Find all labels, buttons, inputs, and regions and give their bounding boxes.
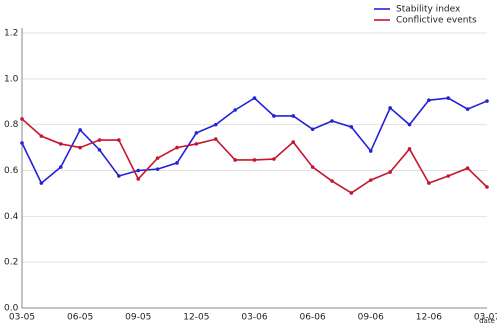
legend-label: Conflictive events (396, 16, 477, 26)
x-tick-label: 12-05 (183, 313, 209, 323)
data-point (310, 165, 315, 169)
data-point (39, 181, 44, 185)
data-point (155, 167, 160, 171)
data-point (465, 107, 470, 111)
data-point (368, 149, 373, 153)
x-axis-label: date (479, 317, 495, 325)
data-point (252, 96, 257, 100)
data-point (446, 174, 451, 178)
y-tick-label: 0.8 (4, 120, 19, 130)
data-point (407, 147, 412, 151)
data-point (175, 161, 179, 165)
data-point (407, 122, 412, 127)
data-point (233, 108, 237, 112)
data-point (310, 127, 315, 132)
data-point (20, 141, 24, 145)
data-point (58, 142, 63, 146)
data-point (194, 131, 199, 135)
data-point (233, 158, 237, 162)
data-point (213, 122, 218, 127)
data-point (39, 134, 44, 138)
data-point (175, 145, 179, 150)
data-point (368, 178, 373, 182)
data-point (213, 137, 218, 141)
data-point (78, 145, 82, 150)
data-point (97, 138, 102, 142)
data-point (388, 170, 392, 174)
data-point (272, 157, 276, 161)
y-tick-label: 0.6 (4, 166, 19, 176)
legend-label: Stability index (396, 5, 461, 15)
data-point (155, 156, 160, 160)
data-point (388, 106, 392, 110)
data-point (427, 181, 431, 185)
data-point (427, 98, 431, 102)
data-point (330, 179, 334, 183)
data-point (136, 168, 141, 173)
y-tick-label: 1.0 (4, 74, 19, 84)
x-tick-label: 03-05 (9, 313, 35, 323)
x-tick-label: 03-07 (474, 313, 497, 323)
y-tick-label: 1.2 (4, 29, 18, 39)
data-point (465, 166, 470, 171)
data-point (291, 114, 296, 118)
data-point (194, 142, 199, 146)
x-tick-label: 03-06 (241, 313, 267, 323)
data-point (349, 191, 354, 195)
series-line (21, 118, 488, 194)
y-tick-label: 0.4 (4, 212, 19, 222)
data-point (117, 174, 121, 178)
data-point (272, 114, 276, 118)
data-point (136, 177, 141, 181)
data-point (446, 96, 451, 100)
data-point (97, 148, 102, 152)
y-tick-label: 0.2 (4, 258, 18, 268)
data-point (117, 138, 121, 142)
x-tick-label: 09-06 (358, 313, 384, 323)
data-point (330, 119, 334, 123)
data-point (252, 158, 257, 162)
y-tick-label: 0.0 (4, 304, 19, 314)
data-point (485, 99, 489, 103)
x-tick-label: 06-05 (67, 313, 93, 323)
data-point (291, 140, 296, 144)
x-tick-label: 06-06 (300, 313, 326, 323)
data-point (485, 185, 489, 189)
data-point (78, 128, 82, 132)
data-point (349, 125, 354, 129)
x-tick-label: 09-05 (125, 313, 151, 323)
data-point (58, 165, 63, 169)
data-point (20, 117, 24, 121)
x-tick-label: 12-06 (416, 313, 442, 323)
